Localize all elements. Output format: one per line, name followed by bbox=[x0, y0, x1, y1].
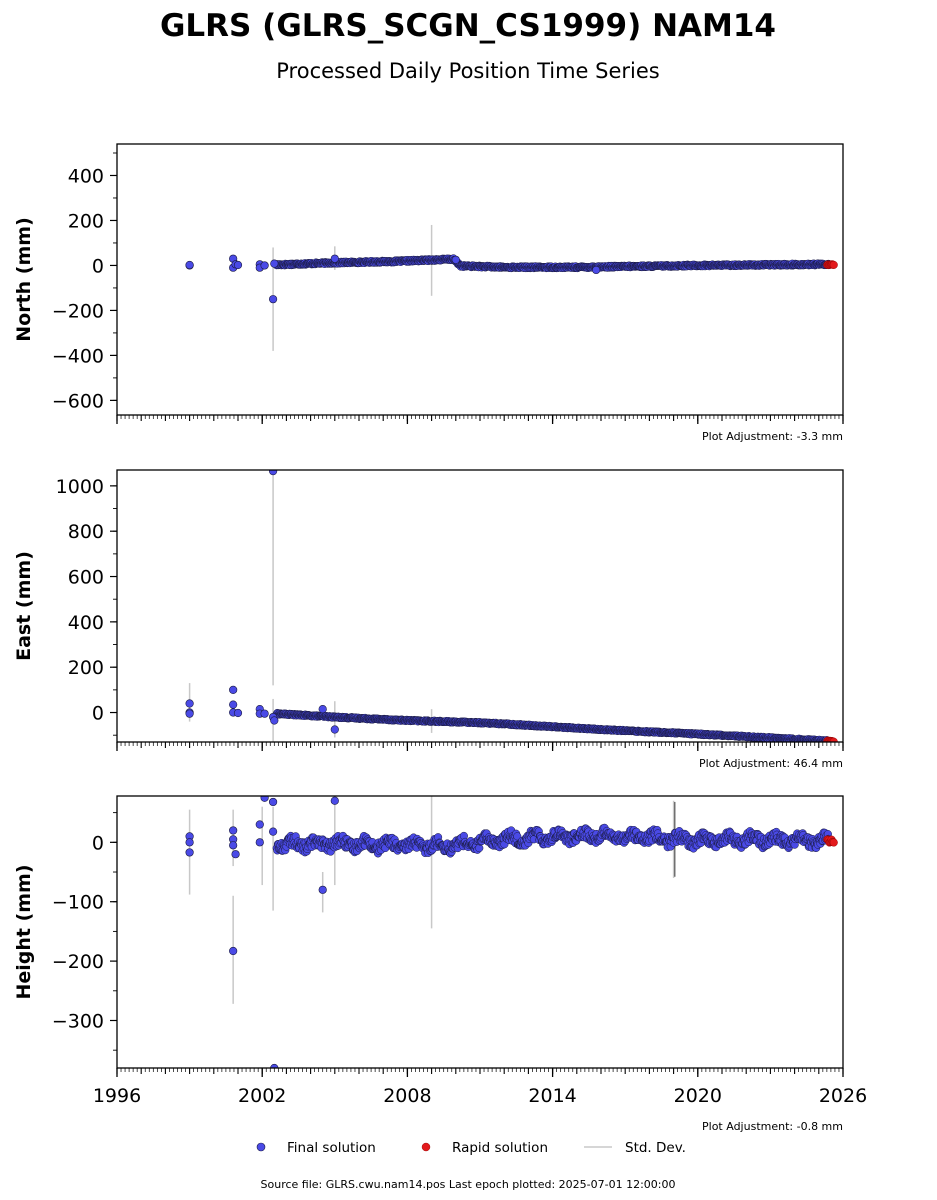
y-tick-label: 400 bbox=[68, 165, 104, 187]
plot-area bbox=[185, 796, 838, 1068]
y-tick-label: 200 bbox=[68, 210, 104, 232]
final-solution-point bbox=[260, 261, 269, 270]
y-tick-label: 400 bbox=[68, 612, 104, 634]
x-tick-label: 2026 bbox=[819, 1085, 867, 1107]
plot-adjustment-note: Plot Adjustment: -3.3 mm bbox=[702, 430, 843, 443]
x-tick-label: 1996 bbox=[93, 1085, 141, 1107]
x-tick-label: 2002 bbox=[238, 1085, 286, 1107]
final-solution-point bbox=[592, 265, 601, 275]
final-solution-point bbox=[260, 709, 269, 718]
final-solution-point bbox=[318, 885, 327, 894]
chart-title: GLRS (GLRS_SCGN_CS1999) NAM14 bbox=[160, 8, 776, 44]
plot-area bbox=[185, 470, 838, 742]
final-solution-point bbox=[330, 725, 339, 734]
final-solution-point bbox=[185, 260, 194, 270]
final-solution-point bbox=[268, 827, 278, 836]
plot-adjustment-note: Plot Adjustment: -0.8 mm bbox=[702, 1120, 843, 1133]
x-tick-label: 2014 bbox=[528, 1085, 576, 1107]
legend-rapid-marker bbox=[421, 1142, 431, 1152]
panels: 400 200 0 −200 −400 −600 North (mm) Plot Adjust… bbox=[13, 143, 867, 1133]
final-solution-series bbox=[272, 823, 833, 858]
plot-adjustment-note: Plot Adjustment: 46.4 mm bbox=[699, 757, 843, 770]
rapid-solution-point bbox=[829, 260, 838, 269]
final-solution-point bbox=[233, 708, 243, 718]
final-solution-point bbox=[260, 796, 269, 802]
final-solution-point bbox=[229, 700, 238, 709]
final-solution-point bbox=[268, 295, 278, 304]
final-solution-point bbox=[270, 259, 279, 268]
y-tick-label: 200 bbox=[68, 657, 104, 679]
final-solution-point bbox=[268, 797, 278, 807]
final-solution-point bbox=[233, 260, 243, 270]
final-solution-point bbox=[229, 946, 238, 956]
final-solution-point bbox=[185, 709, 194, 718]
y-tick-label: −300 bbox=[52, 1010, 104, 1032]
y-tick-label: 0 bbox=[92, 255, 104, 277]
legend: Final solution Rapid solution Std. Dev. bbox=[256, 1140, 686, 1156]
y-tick-label: 800 bbox=[68, 521, 104, 543]
y-tick-label: 600 bbox=[68, 567, 104, 589]
axes-frame bbox=[116, 469, 844, 743]
panel-north: 400 200 0 −200 −400 −600 North (mm) Plot Adjust… bbox=[13, 143, 844, 443]
legend-rapid-label: Rapid solution bbox=[452, 1140, 548, 1156]
final-solution-point bbox=[268, 470, 278, 476]
chart-subtitle: Processed Daily Position Time Series bbox=[276, 59, 660, 83]
y-tick-label: −400 bbox=[52, 345, 104, 367]
legend-final-label: Final solution bbox=[287, 1140, 376, 1156]
y-tick-label: −200 bbox=[52, 300, 104, 322]
y-tick-label: 0 bbox=[92, 832, 104, 854]
final-solution-point bbox=[255, 820, 264, 829]
y-tick-label: 0 bbox=[92, 703, 104, 725]
y-axis-label: North (mm) bbox=[13, 217, 35, 342]
panel-height: 0 −100 −200 −300 1996 2002 2008 2014 2020 2026 Hei… bbox=[13, 795, 867, 1133]
final-solution-point bbox=[185, 699, 194, 708]
y-axis-label: East (mm) bbox=[13, 551, 35, 661]
final-solution-point bbox=[231, 850, 240, 859]
x-tick-label: 2008 bbox=[383, 1085, 431, 1107]
y-tick-label: −200 bbox=[52, 951, 104, 973]
final-solution-point bbox=[185, 838, 194, 847]
panel-east: 1000 800 600 400 200 0 East (mm) Plot Adjustmen… bbox=[13, 469, 844, 770]
final-solution-series bbox=[272, 708, 833, 742]
footer-source: Source file: GLRS.cwu.nam14.pos Last epo… bbox=[261, 1178, 676, 1191]
plot-area bbox=[185, 224, 838, 351]
axes-frame bbox=[116, 143, 844, 416]
y-tick-label: −600 bbox=[52, 390, 104, 412]
y-tick-label: 1000 bbox=[56, 476, 104, 498]
final-solution-point bbox=[451, 255, 460, 264]
final-solution-point bbox=[330, 254, 339, 263]
legend-final-marker bbox=[256, 1142, 266, 1152]
final-solution-point bbox=[330, 796, 339, 805]
legend-std-label: Std. Dev. bbox=[625, 1140, 686, 1156]
y-tick-label: −100 bbox=[52, 892, 104, 914]
final-solution-point bbox=[270, 716, 279, 725]
x-tick-label: 2020 bbox=[674, 1085, 722, 1107]
final-solution-point bbox=[318, 705, 327, 714]
final-solution-series bbox=[272, 254, 833, 273]
final-solution-point bbox=[229, 841, 238, 850]
rapid-solution-point bbox=[829, 838, 838, 847]
final-solution-point bbox=[229, 685, 238, 694]
final-solution-point bbox=[229, 826, 238, 835]
final-solution-point bbox=[255, 838, 264, 847]
final-solution-point bbox=[185, 848, 194, 857]
y-axis-label: Height (mm) bbox=[13, 864, 35, 999]
